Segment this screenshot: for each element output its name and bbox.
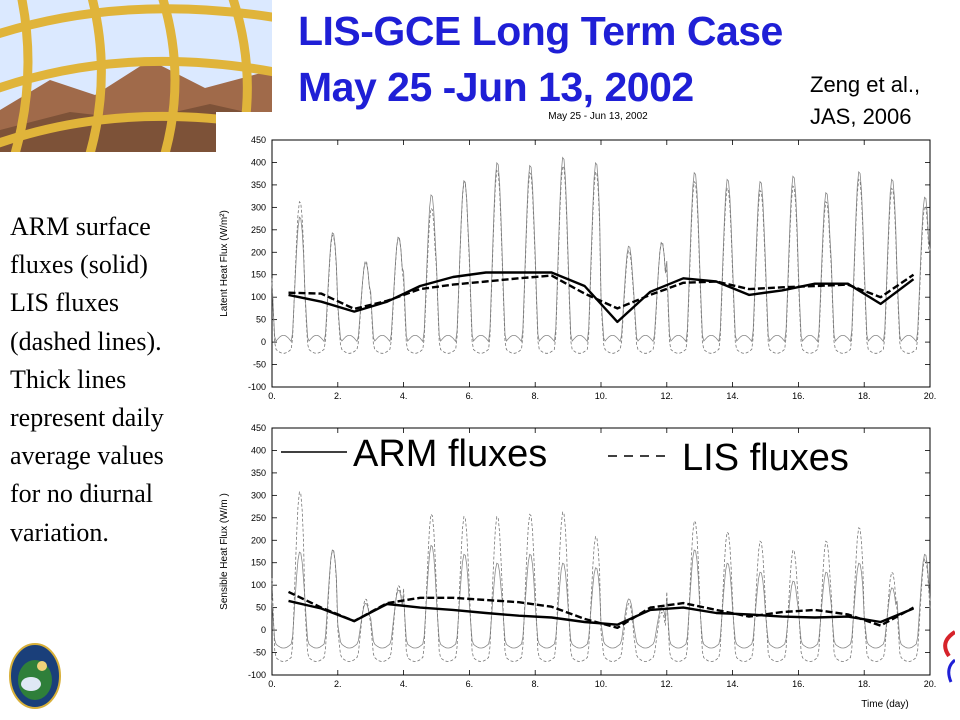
y-tick-label: 150 [251, 270, 266, 280]
description-line: LIS fluxes [10, 288, 120, 318]
y-tick-label: 150 [251, 558, 266, 568]
x-tick-label: 0. [268, 679, 276, 689]
x-tick-label: 8. [531, 391, 539, 401]
x-tick-label: 2. [334, 679, 342, 689]
lis-diurnal-line [271, 165, 931, 354]
y-tick-label: -100 [248, 670, 266, 680]
legend-lis-label: LIS fluxes [682, 437, 849, 479]
y-tick-label: 100 [251, 292, 266, 302]
x-tick-label: 6. [466, 679, 474, 689]
y-tick-label: 250 [251, 225, 266, 235]
y-tick-label: 350 [251, 468, 266, 478]
x-tick-label: 18. [858, 679, 871, 689]
y-tick-label: 200 [251, 535, 266, 545]
x-tick-label: 20. [924, 391, 937, 401]
x-tick-label: 20. [924, 679, 937, 689]
x-tick-label: 2. [334, 391, 342, 401]
x-axis-label: Time (day) [861, 699, 908, 710]
y-tick-label: 50 [256, 603, 266, 613]
x-tick-label: 12. [661, 679, 674, 689]
x-tick-label: 4. [400, 679, 408, 689]
y-tick-label: 400 [251, 445, 266, 455]
y-tick-label: -50 [253, 360, 266, 370]
flux-chart: May 25 - Jun 13, 2002 -100 -50 0 50 100 150 20… [219, 111, 936, 710]
sensible-heat-panel: -100 -50 0 50 100 150 200 250 300 350 400 450 0. 2. 4.… [219, 423, 936, 689]
description-line: Thick lines [10, 364, 127, 394]
chart-legend: ARM fluxes LIS fluxes [281, 433, 849, 479]
y-tick-label: 50 [256, 315, 266, 325]
description-line: for no diurnal [10, 479, 153, 509]
x-tick-label: 18. [858, 391, 871, 401]
y-tick-label: 100 [251, 580, 266, 590]
description-line: variation. [10, 517, 109, 547]
latent-heat-panel: -100 -50 0 50 100 150 200 250 300 350 400 450 0. 2. 4.… [219, 135, 936, 401]
agency-logo-icon [8, 642, 62, 710]
y-axis-label: Sensible Heat Flux (W/m ) [219, 493, 230, 610]
y-tick-label: 450 [251, 135, 266, 145]
y-tick-label: 350 [251, 180, 266, 190]
x-tick-label: 16. [792, 679, 805, 689]
x-tick-label: 0. [268, 391, 276, 401]
description-text: ARM surface fluxes (solid) LIS fluxes (d… [10, 208, 215, 552]
citation-line-2: JAS, 2006 [810, 104, 912, 129]
slide-title-line-1: LIS-GCE Long Term Case [298, 8, 783, 54]
x-tick-label: 8. [531, 679, 539, 689]
partner-logo-fragment-icon [935, 630, 957, 690]
x-tick-label: 16. [792, 391, 805, 401]
corner-lattice-image [0, 0, 272, 152]
y-tick-label: 300 [251, 490, 266, 500]
description-line: (dashed lines). [10, 326, 162, 356]
y-axis-label: Latent Heat Flux (W/m²) [219, 210, 230, 317]
description-line: ARM surface [10, 212, 151, 241]
x-tick-label: 14. [726, 679, 739, 689]
x-tick-label: 10. [595, 679, 608, 689]
y-tick-label: 400 [251, 157, 266, 167]
description-line: represent daily [10, 403, 164, 433]
description-line: average values [10, 441, 164, 471]
y-tick-label: 250 [251, 513, 266, 523]
chart-subtitle: May 25 - Jun 13, 2002 [548, 111, 648, 122]
y-tick-label: 0 [261, 625, 266, 635]
y-tick-label: 0 [261, 337, 266, 347]
x-tick-label: 10. [595, 391, 608, 401]
citation-line-1: Zeng et al., [810, 72, 921, 97]
y-tick-label: 300 [251, 202, 266, 212]
legend-arm-label: ARM fluxes [353, 433, 547, 475]
lis-daily-average-line [288, 273, 915, 311]
y-tick-label: 450 [251, 423, 266, 433]
x-tick-label: 4. [400, 391, 408, 401]
lis-diurnal-line [271, 491, 931, 662]
y-tick-label: 200 [251, 247, 266, 257]
x-tick-label: 6. [466, 391, 474, 401]
x-tick-label: 14. [726, 391, 739, 401]
x-tick-label: 12. [661, 391, 674, 401]
lis-daily-average-line [287, 590, 915, 629]
slide-title-line-2: May 25 -Jun 13, 2002 [298, 64, 694, 110]
y-tick-label: -50 [253, 648, 266, 658]
arm-daily-average-line [288, 271, 915, 324]
y-tick-label: -100 [248, 382, 266, 392]
description-line: fluxes (solid) [10, 250, 148, 280]
arm-diurnal-line [271, 156, 931, 343]
